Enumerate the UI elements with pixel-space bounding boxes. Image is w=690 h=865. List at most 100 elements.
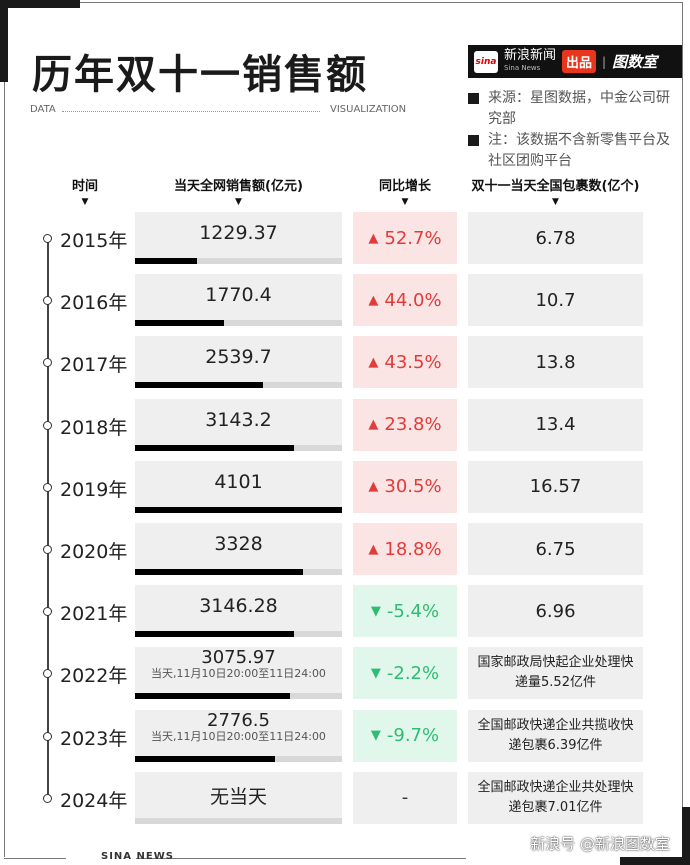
table-row: 2015年 1229.37 ▲ 52.7% 6.78 [0, 212, 690, 264]
timeline-dot [43, 234, 52, 243]
sales-bar-track [135, 444, 342, 451]
frame-line [4, 80, 5, 857]
watermark: 新浪号 @新浪图数室 [530, 835, 670, 853]
parcels-cell: 13.4 [468, 398, 643, 451]
parcels-cell: 全国邮政快递企业共处理快递包裹7.01亿件 [468, 771, 643, 824]
parcels-value: 16.57 [529, 476, 582, 498]
triangle-down-icon: ▼ [370, 728, 381, 744]
sales-bar-track [135, 693, 342, 700]
square-bullet-icon [468, 135, 479, 146]
sales-note: 当天,11月10日20:00至11日24:00 [151, 667, 326, 681]
year-label: 2023年 [60, 727, 128, 750]
sales-bar [135, 693, 291, 700]
triangle-up-icon: ▲ [368, 479, 379, 495]
growth-cell: - [353, 771, 457, 824]
column-header-sales: 当天全网销售额(亿元) ▼ [135, 175, 342, 207]
sales-bar-track [135, 320, 342, 327]
timeline-dot [43, 669, 52, 679]
growth-cell: ▲ 52.7% [353, 212, 457, 264]
sales-cell: 2539.7 [135, 336, 342, 389]
column-header-parcels: 双十一当天全国包裹数(亿个) ▼ [458, 175, 653, 207]
year-label: 2024年 [60, 789, 128, 812]
footer-brand: SINA NEWS [101, 851, 174, 862]
disclaimer-note: 注：该数据不含新零售平台及社区团购平台 [468, 130, 683, 172]
triangle-down-icon: ▼ [370, 603, 381, 619]
subtitle-right: VISUALIZATION [330, 104, 407, 115]
growth-value: -5.4% [386, 600, 440, 622]
parcels-cell: 全国邮政快递企业共揽收快递包裹6.39亿件 [468, 709, 643, 762]
growth-value: -2.2% [386, 662, 440, 684]
year-label: 2022年 [60, 665, 128, 688]
page-title: 历年双十一销售额 [32, 52, 368, 98]
brand-separator: | [602, 54, 607, 69]
brand-name: 新浪新闻 Sina News [504, 47, 557, 72]
sina-logo: sina [474, 50, 498, 73]
growth-value: 44.0% [384, 289, 442, 311]
table-row: 2021年 3146.28 ▼ -5.4% 6.96 [0, 585, 690, 638]
timeline-dot [43, 358, 52, 368]
brand-badge: 出品 [562, 50, 597, 73]
column-header-growth: 同比增长 ▼ [353, 175, 457, 207]
sales-bar-track [135, 755, 342, 762]
growth-value: 43.5% [384, 351, 442, 373]
year-label: 2017年 [60, 354, 128, 377]
growth-value: 18.8% [384, 538, 442, 560]
corner-decoration [0, 0, 80, 82]
sales-bar-track [135, 569, 342, 575]
triangle-up-icon: ▲ [368, 230, 379, 246]
sales-bar-track [135, 506, 342, 513]
growth-value: -9.7% [386, 725, 440, 747]
parcels-cell: 13.8 [468, 336, 643, 389]
triangle-up-icon: ▲ [368, 292, 379, 308]
table-row: 2018年 3143.2 ▲ 23.8% 13.4 [0, 398, 690, 451]
growth-value: 52.7% [384, 227, 442, 249]
growth-cell: ▲ 23.8% [353, 398, 457, 451]
sales-bar [135, 382, 264, 389]
year-label: 2016年 [60, 292, 128, 315]
growth-value: 30.5% [384, 476, 442, 498]
parcels-value: 6.96 [535, 600, 576, 622]
year-label: 2019年 [60, 478, 128, 501]
triangle-down-icon: ▼ [401, 197, 409, 207]
timeline-dot [43, 545, 52, 554]
parcels-value: 10.7 [535, 289, 576, 311]
growth-cell: ▼ -9.7% [353, 709, 457, 762]
growth-cell: ▼ -5.4% [353, 585, 457, 638]
triangle-down-icon: ▼ [235, 197, 242, 207]
parcels-value: 国家邮政局快起企业处理快递量5.52亿件 [477, 655, 634, 691]
sales-bar-track [135, 258, 342, 264]
table-row: 2017年 2539.7 ▲ 43.5% 13.8 [0, 336, 690, 389]
timeline-dot [43, 793, 52, 803]
parcels-cell: 10.7 [468, 274, 643, 327]
frame-line [4, 858, 66, 859]
sales-cell: 4101 [135, 460, 342, 513]
year-label: 2021年 [60, 603, 128, 626]
sales-bar [135, 755, 276, 762]
subtitle-left: DATA [30, 104, 56, 115]
parcels-value: 全国邮政快递企业共处理快递包裹7.01亿件 [477, 779, 634, 815]
sales-bar [135, 444, 294, 451]
sales-value: 3328 [214, 533, 263, 555]
parcels-value: 13.4 [535, 414, 576, 436]
sales-cell: 3146.28 [135, 585, 342, 638]
parcels-cell: 6.75 [468, 523, 643, 575]
growth-cell: ▲ 43.5% [353, 336, 457, 389]
sales-cell: 1229.37 [135, 212, 342, 264]
year-label: 2015年 [60, 230, 128, 252]
timeline-dot [43, 731, 52, 741]
parcels-value: 13.8 [535, 351, 576, 373]
timeline-dot [43, 607, 52, 617]
sales-bar [135, 258, 198, 264]
parcels-cell: 6.96 [468, 585, 643, 638]
table-row: 2022年 3075.97 当天,11月10日20:00至11日24:00 ▼ -… [0, 647, 690, 700]
sales-value: 3146.28 [199, 595, 278, 618]
sales-cell: 无当天 [135, 771, 342, 824]
growth-value: - [401, 787, 409, 809]
table-row: 2019年 4101 ▲ 30.5% 16.57 [0, 460, 690, 513]
growth-cell: ▲ 30.5% [353, 460, 457, 513]
sales-value: 3143.2 [205, 408, 272, 431]
square-bullet-icon [468, 93, 479, 104]
timeline-dot [43, 420, 52, 430]
brand-bar: sina 新浪新闻 Sina News 出品 | 图数室 [468, 45, 682, 78]
sales-bar-track [135, 382, 342, 389]
